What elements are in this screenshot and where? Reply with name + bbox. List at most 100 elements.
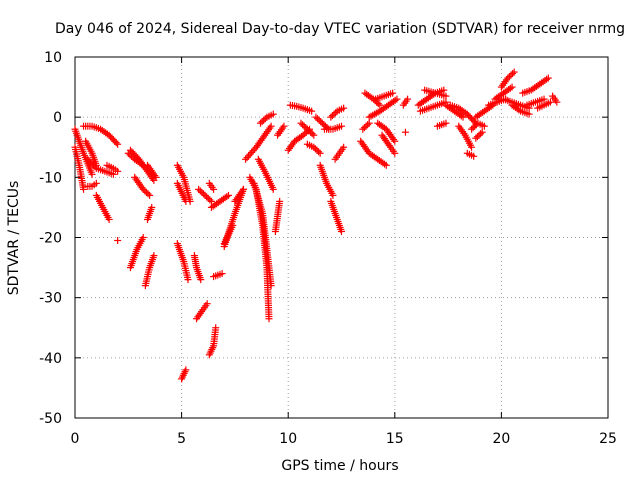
data-point: [246, 150, 254, 158]
data-point: [198, 188, 206, 196]
data-point: [204, 194, 212, 202]
data-point: [112, 139, 120, 147]
data-point: [391, 137, 399, 145]
data-point: [229, 221, 237, 229]
chart-title: Day 046 of 2024, Sidereal Day-to-day VTE…: [55, 21, 625, 37]
x-tick-label: 10: [279, 431, 297, 447]
data-point: [525, 110, 533, 118]
x-axis-label: GPS time / hours: [281, 458, 398, 474]
data-point: [365, 119, 373, 127]
data-point: [301, 130, 309, 138]
data-point: [242, 155, 250, 163]
data-point: [506, 84, 514, 92]
data-point: [310, 131, 318, 139]
data-point: [391, 96, 399, 104]
data-point: [376, 101, 384, 109]
y-tick-label: 10: [44, 50, 62, 66]
data-point: [471, 122, 479, 130]
data-point: [258, 118, 266, 126]
data-point: [265, 315, 273, 323]
y-tick-label: -50: [39, 411, 62, 427]
data-point: [261, 115, 269, 123]
data-point: [303, 125, 311, 133]
data-point: [225, 191, 233, 199]
data-point: [88, 170, 96, 178]
data-point: [184, 276, 192, 284]
data-point: [373, 98, 381, 106]
data-point: [507, 71, 515, 79]
data-point: [203, 300, 211, 308]
data-point: [114, 237, 122, 245]
data-point: [359, 125, 367, 133]
data-point: [381, 160, 389, 168]
data-point: [338, 122, 345, 130]
data-point: [475, 131, 483, 139]
data-point: [477, 130, 485, 138]
data-point: [472, 134, 480, 142]
data-point: [473, 133, 481, 141]
data-point: [243, 154, 251, 162]
data-point: [206, 196, 214, 204]
data-point: [362, 122, 370, 130]
data-point: [315, 116, 323, 124]
data-point: [139, 185, 147, 193]
data-point: [310, 143, 318, 151]
data-point: [182, 197, 190, 205]
data-point: [152, 173, 160, 181]
data-point: [141, 187, 149, 195]
data-point: [299, 131, 307, 139]
data-point: [210, 185, 218, 193]
data-point: [510, 68, 518, 76]
data-point: [195, 185, 203, 193]
data-point: [544, 74, 552, 82]
data-point: [109, 170, 117, 178]
data-point: [313, 146, 321, 154]
data-point: [364, 121, 372, 129]
data-point: [207, 197, 215, 205]
data-point: [308, 107, 316, 115]
x-tick-label: 5: [177, 431, 186, 447]
data-point: [508, 83, 516, 91]
x-tick-label: 15: [386, 431, 404, 447]
data-point: [322, 122, 330, 130]
x-tick-label: 25: [599, 431, 617, 447]
data-point: [328, 112, 336, 120]
data-point: [382, 161, 390, 169]
grid: [75, 57, 608, 418]
data-point: [504, 74, 512, 82]
data-point: [468, 143, 476, 151]
data-point: [340, 104, 348, 112]
data-point: [144, 190, 152, 198]
data-point: [340, 143, 348, 151]
data-point: [269, 185, 277, 193]
data-point: [305, 127, 313, 135]
data-point: [260, 116, 268, 124]
data-point: [245, 152, 253, 160]
data-point: [391, 149, 399, 157]
data-point: [199, 190, 207, 198]
data-point: [197, 276, 205, 284]
data-point: [201, 191, 209, 199]
data-point: [151, 172, 159, 180]
data-point: [105, 215, 113, 223]
y-tick-label: -30: [39, 291, 62, 307]
data-point: [269, 110, 277, 118]
data-point: [389, 89, 397, 97]
data-point: [92, 179, 100, 187]
data-point: [260, 133, 268, 141]
data-point: [312, 113, 320, 121]
data-point: [91, 163, 99, 171]
data-point: [311, 145, 319, 153]
data-point: [238, 187, 246, 195]
data-point: [223, 193, 231, 201]
data-point: [401, 128, 409, 136]
data-point: [546, 98, 554, 106]
data-point: [218, 270, 226, 278]
data-point: [509, 70, 517, 78]
data-point: [360, 124, 368, 132]
data-point: [308, 130, 316, 138]
data-point: [459, 113, 467, 121]
data-point: [316, 149, 324, 157]
